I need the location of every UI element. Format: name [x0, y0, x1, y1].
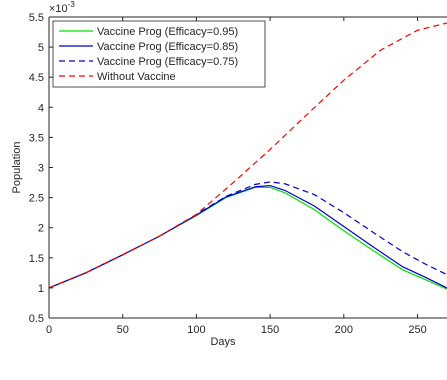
axes-layer: 0 50 100 150 200 250 0.5 1 1.5 2 2.5 3 3.5 4 4.5 5 5.5	[29, 12, 447, 336]
x-tick-label: 100	[187, 324, 205, 336]
legend-label-3: Vaccine Prog (Efficacy=0.75)	[97, 56, 238, 68]
y-tick-label: 2.5	[29, 193, 44, 205]
y-tick-label: 3	[38, 163, 44, 175]
y-axis-label: Population	[11, 142, 23, 194]
y-tick-label: 1	[38, 283, 44, 295]
y-tick-label: 5.5	[29, 12, 44, 24]
y-tick-label: 1.5	[29, 253, 44, 265]
y-tick-label: 2	[38, 223, 44, 235]
legend-box	[52, 20, 266, 88]
legend-label-4: Without Vaccine	[97, 71, 176, 83]
x-tick-label: 150	[261, 324, 279, 336]
y-axis-multiplier-label: ×10-3	[49, 0, 75, 15]
x-axis-label: Days	[210, 336, 236, 348]
x-tick-label: 50	[117, 324, 129, 336]
series-layer	[49, 22, 447, 290]
x-tick-label: 200	[335, 324, 353, 336]
x-tick-label: 0	[46, 324, 52, 336]
series-line-4	[49, 22, 447, 289]
y-tick-label: 3.5	[29, 132, 44, 144]
legend-label-1: Vaccine Prog (Efficacy=0.95)	[97, 26, 238, 38]
legend-label-2: Vaccine Prog (Efficacy=0.85)	[97, 41, 238, 53]
y-tick-label: 5	[38, 42, 44, 54]
legend: Vaccine Prog (Efficacy=0.95) Vaccine Prog…	[52, 20, 266, 88]
y-tick-label: 0.5	[29, 313, 44, 325]
y-tick-label: 4	[38, 102, 44, 114]
x-tick-label: 250	[408, 324, 426, 336]
y-tick-label: 4.5	[29, 72, 44, 84]
